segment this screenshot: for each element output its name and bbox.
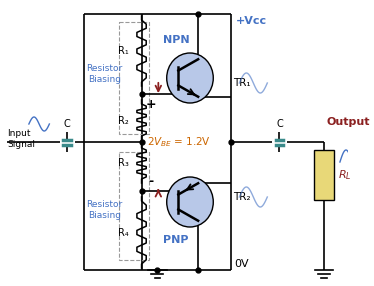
Text: R₄: R₄ <box>118 229 129 239</box>
Text: R₂: R₂ <box>118 116 129 126</box>
Text: $2V_{BE}$ = 1.2V: $2V_{BE}$ = 1.2V <box>147 135 211 149</box>
Text: +: + <box>145 98 156 110</box>
Text: Resistor
Biasing: Resistor Biasing <box>86 64 122 84</box>
Bar <box>314 150 334 200</box>
Text: Output: Output <box>327 117 370 127</box>
Circle shape <box>167 177 213 227</box>
Text: Resistor
Biasing: Resistor Biasing <box>86 200 122 220</box>
Text: NPN: NPN <box>163 35 189 45</box>
Bar <box>119 22 149 134</box>
Bar <box>119 152 149 260</box>
Text: C: C <box>276 119 283 129</box>
Text: $R_L$: $R_L$ <box>338 168 352 182</box>
Text: +Vcc: +Vcc <box>236 16 267 26</box>
Text: 0V: 0V <box>234 259 248 269</box>
Text: R₃: R₃ <box>118 158 129 168</box>
Text: -: - <box>148 174 153 188</box>
Text: R₁: R₁ <box>118 46 129 56</box>
Text: Input
Signal: Input Signal <box>7 129 36 149</box>
Circle shape <box>167 53 213 103</box>
Text: PNP: PNP <box>163 235 189 245</box>
Text: C: C <box>64 119 70 129</box>
Text: TR₁: TR₁ <box>233 78 251 88</box>
Text: TR₂: TR₂ <box>233 192 250 202</box>
